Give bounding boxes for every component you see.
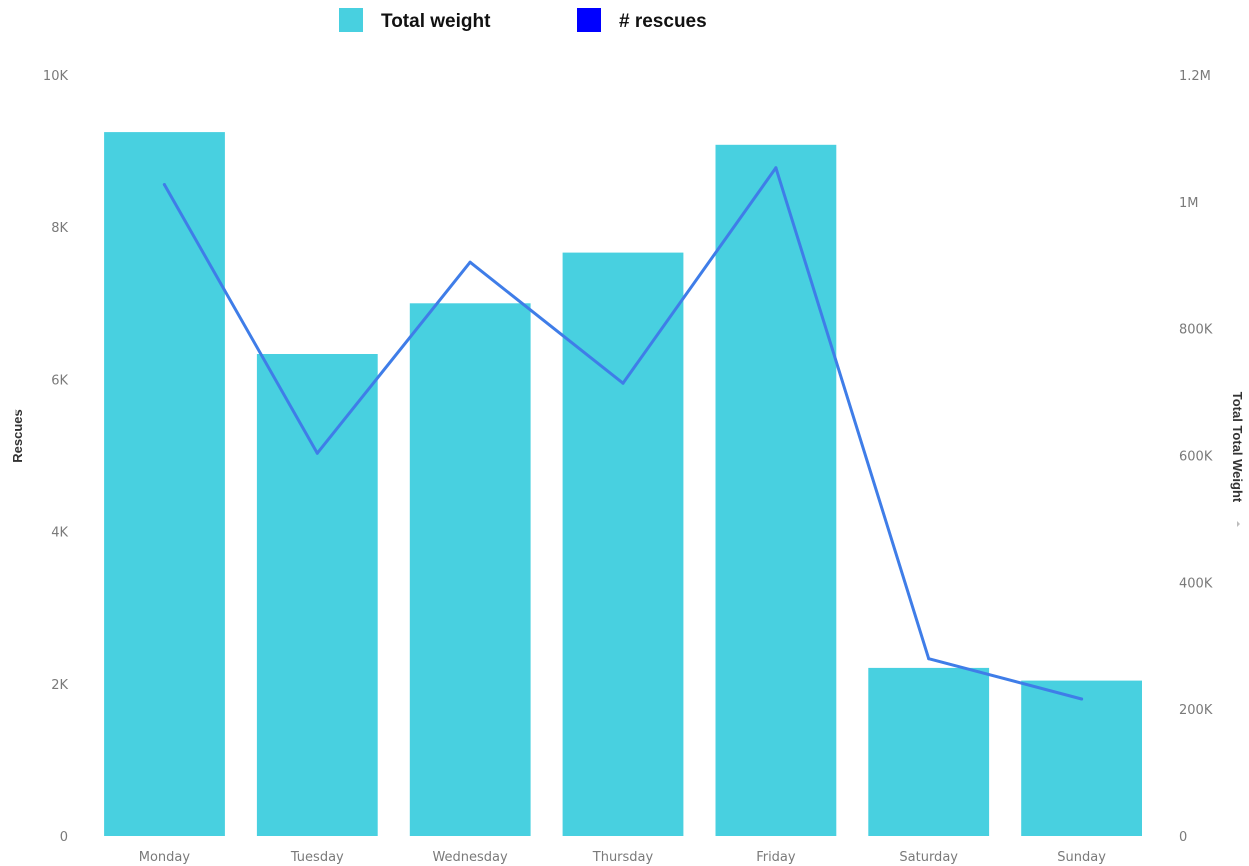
x-axis-ticks: Monday Tuesday Wednesday Thursday Friday Satu… bbox=[139, 850, 1106, 865]
x-tick-label: Tuesday bbox=[290, 850, 344, 865]
legend-swatch-0 bbox=[339, 8, 363, 32]
bar-friday bbox=[715, 144, 837, 837]
right-axis-ticks: 0 200K 400K 600K 800K 1M 1.2M bbox=[1179, 69, 1213, 845]
right-tick-label: 400K bbox=[1179, 576, 1213, 591]
x-tick-label: Thursday bbox=[592, 850, 654, 865]
left-tick-label: 10K bbox=[43, 69, 69, 84]
rescues-point-thursday bbox=[621, 381, 625, 385]
right-tick-label: 800K bbox=[1179, 323, 1213, 338]
rescues-point-wednesday bbox=[468, 260, 472, 264]
left-tick-label: 2K bbox=[51, 678, 68, 693]
bar-series-total-weight bbox=[104, 132, 1142, 837]
legend-swatch-1 bbox=[577, 8, 601, 32]
bar-sunday bbox=[1021, 680, 1142, 836]
right-axis-caret-icon bbox=[1237, 521, 1240, 527]
rescues-point-saturday bbox=[927, 657, 931, 661]
left-tick-label: 8K bbox=[51, 221, 68, 236]
legend-label-1: # rescues bbox=[619, 11, 707, 32]
left-axis-title: Rescues bbox=[10, 409, 25, 462]
bar-monday bbox=[104, 132, 225, 837]
right-tick-label: 200K bbox=[1179, 703, 1213, 718]
left-tick-label: 4K bbox=[51, 526, 68, 541]
rescues-point-monday bbox=[162, 183, 166, 187]
bar-saturday bbox=[868, 667, 990, 836]
left-tick-label: 0 bbox=[60, 830, 68, 845]
left-axis-ticks: 0 2K 4K 6K 8K 10K bbox=[43, 69, 69, 845]
x-tick-label: Saturday bbox=[899, 850, 958, 865]
bar-thursday bbox=[562, 252, 684, 837]
left-axis-title-text: Rescues bbox=[10, 409, 25, 462]
bar-tuesday bbox=[256, 354, 378, 836]
left-axis-caret-icon bbox=[15, 409, 18, 415]
right-tick-label: 600K bbox=[1179, 450, 1213, 465]
right-axis-title: Total Total Weight bbox=[1230, 392, 1245, 503]
legend-label-0: Total weight bbox=[381, 11, 491, 32]
right-axis-title-text: Total Total Weight bbox=[1230, 392, 1245, 503]
x-tick-label: Wednesday bbox=[432, 850, 508, 865]
rescues-point-tuesday bbox=[315, 451, 319, 455]
rescues-point-friday bbox=[774, 166, 778, 170]
left-tick-label: 6K bbox=[51, 373, 68, 388]
x-tick-label: Monday bbox=[139, 850, 191, 865]
right-tick-label: 1.2M bbox=[1179, 69, 1211, 84]
rescues-point-sunday bbox=[1080, 697, 1084, 701]
right-tick-label: 0 bbox=[1179, 830, 1187, 845]
x-tick-label: Sunday bbox=[1057, 850, 1106, 865]
legend: Total weight # rescues bbox=[339, 8, 707, 32]
right-tick-label: 1M bbox=[1179, 196, 1199, 211]
x-tick-label: Friday bbox=[756, 850, 796, 865]
bar-wednesday bbox=[409, 303, 531, 836]
line-series-rescues bbox=[162, 166, 1084, 701]
